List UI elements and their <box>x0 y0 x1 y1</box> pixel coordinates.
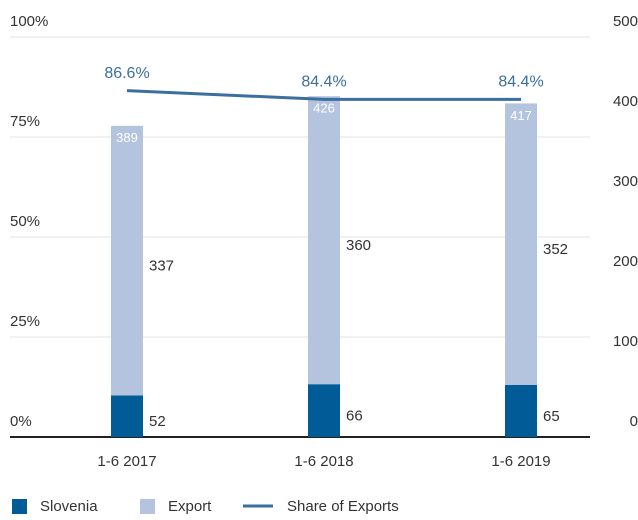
y2-tick-label: 300 <box>613 173 638 190</box>
legend-label: Share of Exports <box>287 498 399 515</box>
line-label: 86.6% <box>104 65 149 82</box>
data-label: 337 <box>149 258 174 275</box>
bar-segment <box>111 395 143 437</box>
y2-tick-label: 500 <box>613 13 638 30</box>
bar-segment <box>505 103 537 386</box>
bar-segment <box>308 384 340 437</box>
bar-segment <box>505 385 537 437</box>
data-label: 66 <box>346 408 363 425</box>
data-label: 52 <box>149 413 166 430</box>
line-label: 84.4% <box>301 74 346 91</box>
total-label: 389 <box>116 130 138 145</box>
line-label: 84.4% <box>498 74 543 91</box>
y-tick-label: 75% <box>10 113 40 130</box>
y2-tick-label: 200 <box>613 253 638 270</box>
legend-label: Slovenia <box>40 498 98 515</box>
y2-tick-label: 0 <box>630 413 638 430</box>
y-tick-label: 100% <box>10 13 48 30</box>
y2-tick-label: 100 <box>613 333 638 350</box>
data-label: 352 <box>543 241 568 258</box>
legend-swatch <box>12 499 27 514</box>
bar-segment <box>111 125 143 396</box>
y-tick-label: 0% <box>10 413 32 430</box>
x-tick-label: 1-6 2017 <box>97 453 156 470</box>
total-label: 417 <box>510 108 532 123</box>
total-label: 426 <box>313 101 335 116</box>
y-tick-label: 25% <box>10 313 40 330</box>
data-label: 360 <box>346 237 371 254</box>
legend-swatch <box>140 499 155 514</box>
legend-label: Export <box>168 498 212 515</box>
y2-tick-label: 400 <box>613 93 638 110</box>
x-tick-label: 1-6 2019 <box>491 453 550 470</box>
x-tick-label: 1-6 2018 <box>294 453 353 470</box>
line <box>126 89 521 101</box>
bar-segment <box>308 96 340 385</box>
data-label: 65 <box>543 408 560 425</box>
y-tick-label: 50% <box>10 213 40 230</box>
